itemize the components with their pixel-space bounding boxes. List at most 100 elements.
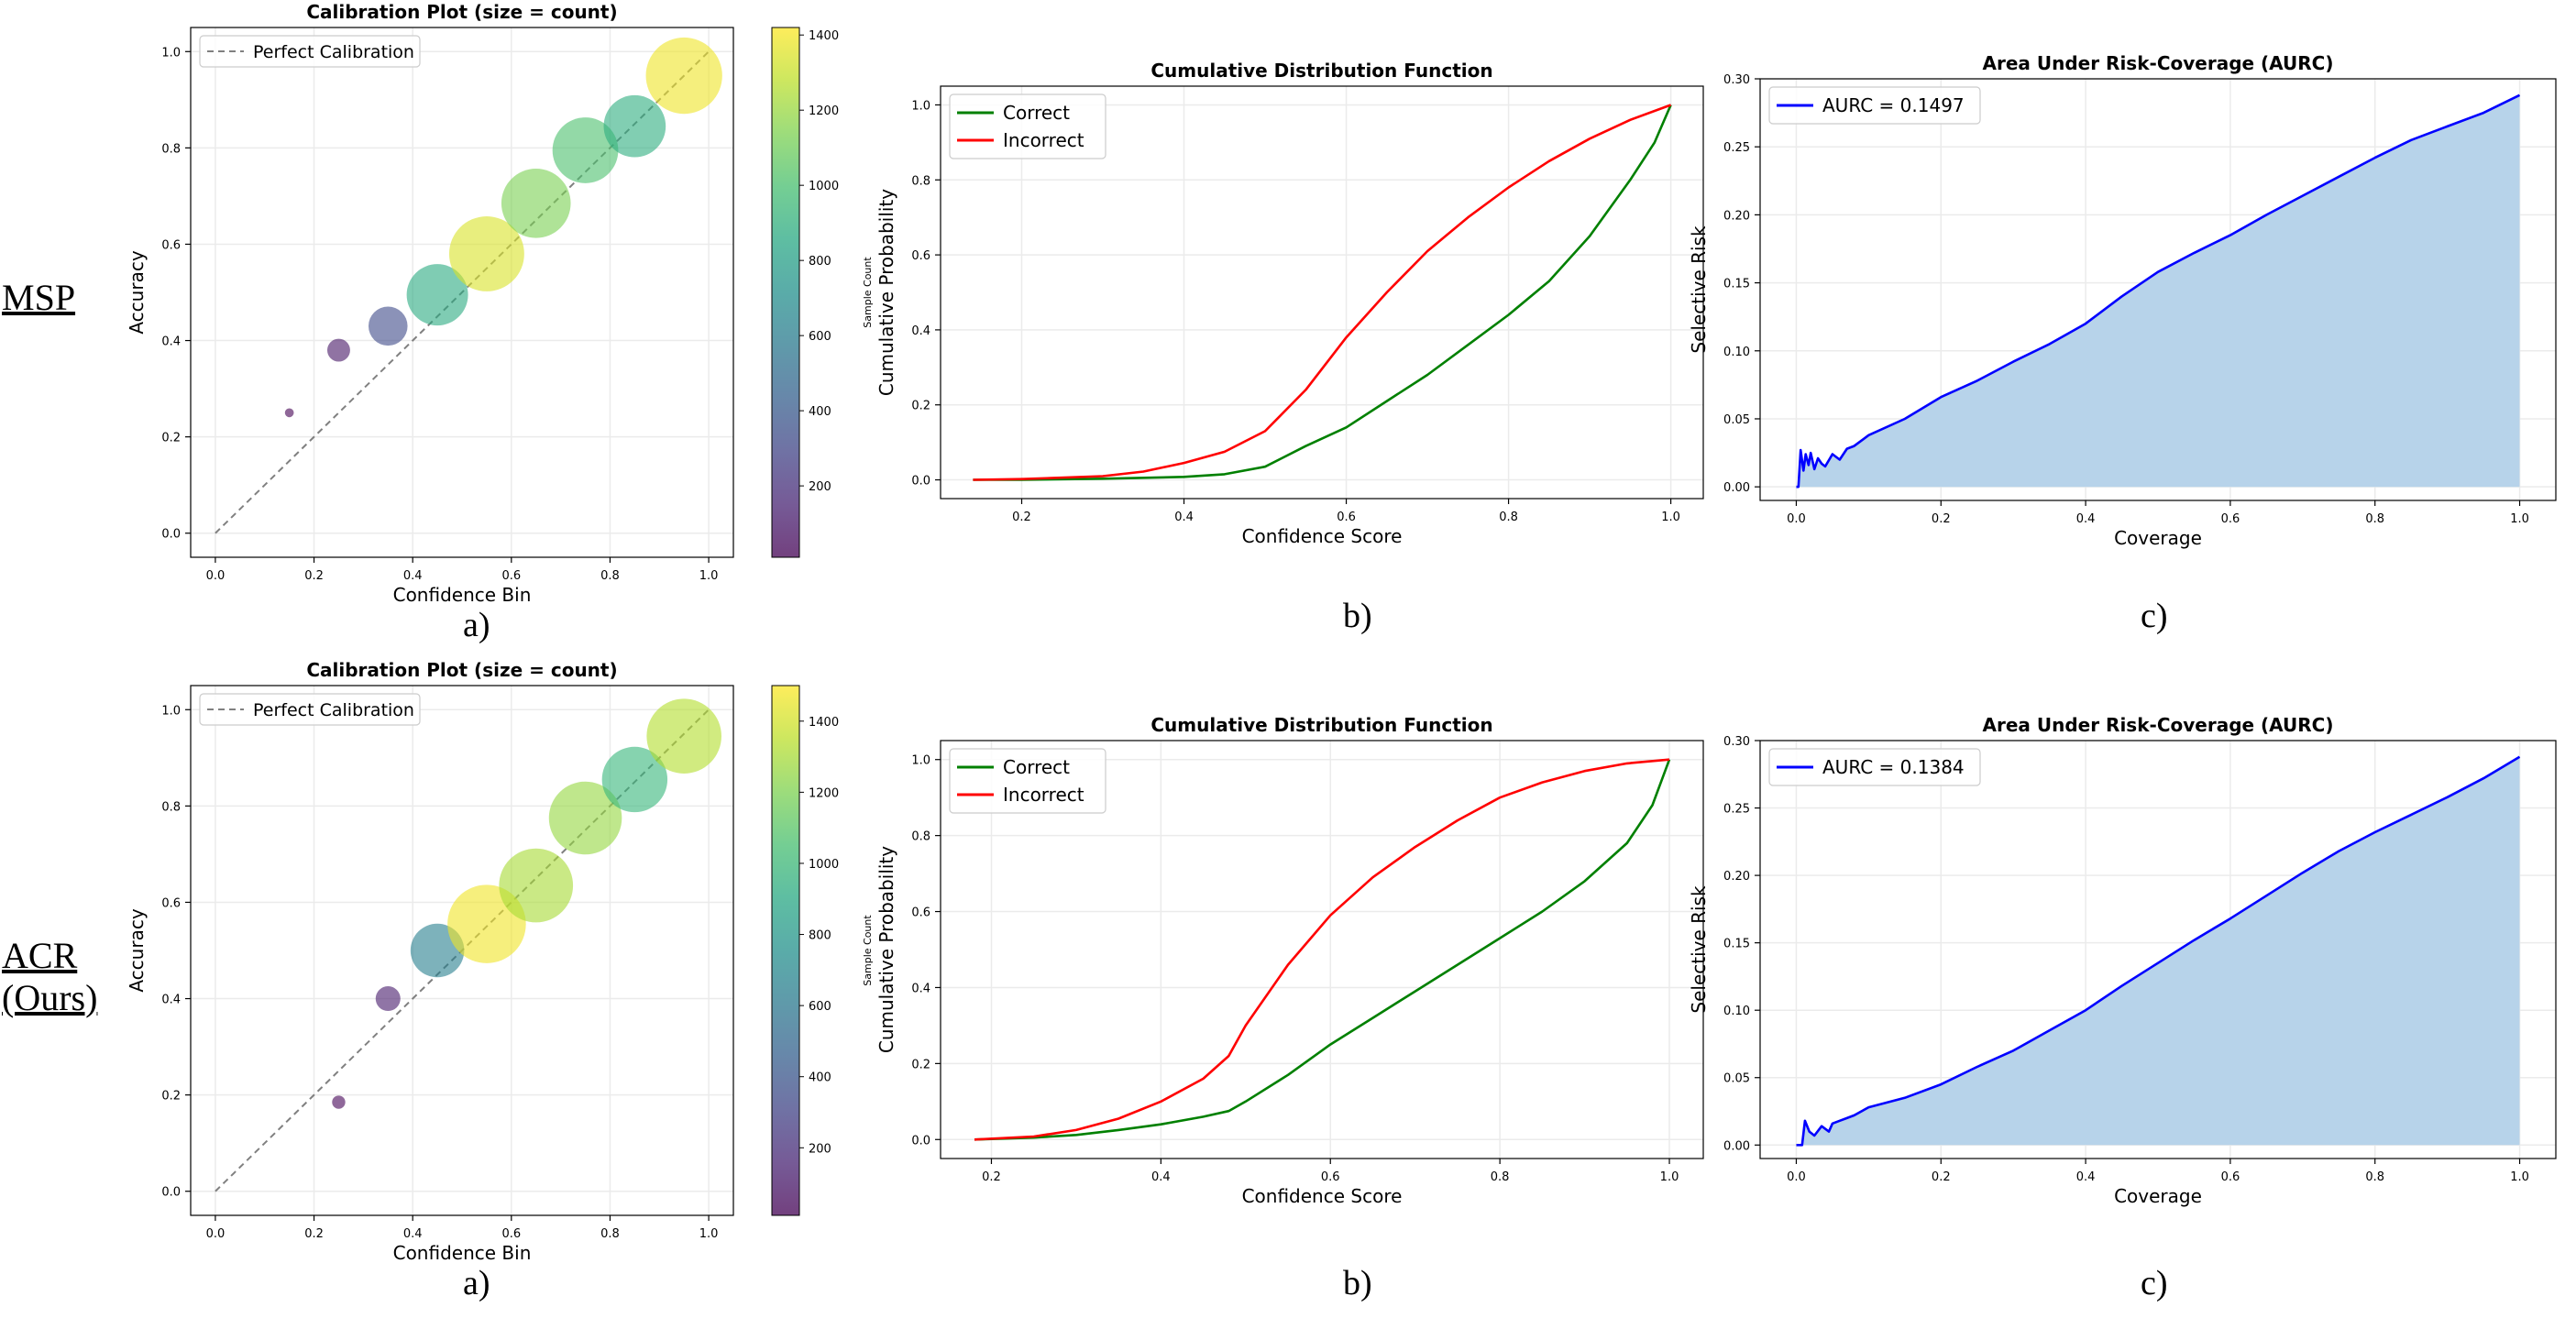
- x-tick-label: 0.2: [982, 1170, 1001, 1184]
- series-line-correct: [974, 759, 1671, 1141]
- x-tick-label: 0.8: [2365, 1170, 2384, 1184]
- chart-title: Calibration Plot (size = count): [306, 1, 617, 23]
- y-axis-label: Cumulative Probability: [875, 846, 897, 1053]
- row-label-acr-line2: (Ours): [2, 977, 98, 1018]
- chart-3: 0.0 0.2 0.4 0.6 0.8 1.0 0.0 0.2 0.4 0.6 0.8 1.0 Cali…: [126, 659, 874, 1264]
- y-tick-label: 0.4: [911, 982, 930, 995]
- x-tick-label: 0.2: [304, 1227, 324, 1241]
- legend-label-correct: Correct: [1003, 102, 1070, 124]
- colorbar-tick-label: 1400: [809, 29, 839, 43]
- plot-frame: [190, 27, 734, 558]
- x-tick-label: 0.6: [1321, 1170, 1340, 1184]
- plot-frame: [1759, 740, 2557, 1159]
- panel-label-b-bottom: b): [1343, 1264, 1372, 1302]
- y-tick-label: 0.0: [911, 1134, 930, 1148]
- chart-title: Cumulative Distribution Function: [1150, 714, 1492, 736]
- panel-label-c-bottom: c): [2141, 1264, 2168, 1302]
- y-tick-label: 0.05: [1723, 1072, 1750, 1086]
- calibration-point: [501, 168, 571, 238]
- row-label-msp-line: MSP: [2, 277, 76, 318]
- legend-label-perfect: Perfect Calibration: [253, 42, 414, 62]
- y-tick-label: 0.6: [161, 896, 181, 910]
- y-tick-label: 0.10: [1723, 346, 1750, 359]
- calibration-point: [646, 698, 721, 774]
- colorbar-label: Sample Count: [862, 915, 874, 986]
- x-axis-label: Confidence Bin: [393, 584, 532, 606]
- chart-4: 0.2 0.4 0.6 0.8 1.0 0.0 0.2 0.4 0.6 0.8 1.0 Cumulat…: [875, 714, 1704, 1207]
- y-tick-label: 0.8: [161, 800, 181, 814]
- x-tick-label: 0.6: [2221, 1170, 2240, 1184]
- chart-title: Calibration Plot (size = count): [306, 659, 617, 681]
- legend-box: [949, 748, 1106, 814]
- x-tick-label: 1.0: [699, 1227, 719, 1241]
- legend-box: [949, 93, 1106, 159]
- legend-label-aurc-0-1384: AURC = 0.1384: [1822, 756, 1965, 778]
- x-tick-label: 1.0: [1661, 511, 1680, 524]
- y-tick-label: 0.15: [1723, 278, 1750, 291]
- colorbar-tick-label: 1000: [809, 180, 839, 193]
- y-tick-label: 0.25: [1723, 141, 1750, 155]
- y-tick-label: 0.10: [1723, 1005, 1750, 1018]
- x-tick-label: 0.4: [2076, 512, 2096, 526]
- y-tick-label: 0.4: [911, 324, 930, 338]
- row-label-msp: MSP: [2, 277, 75, 319]
- series-line-incorrect: [973, 104, 1672, 481]
- panel-label-a-bottom: a): [463, 1264, 490, 1302]
- legend-box: [199, 35, 421, 68]
- series-line-aurc-0-1497: [1796, 93, 2521, 489]
- panel-label-a-top: a): [463, 606, 490, 644]
- legend-label-aurc-0-1497: AURC = 0.1497: [1822, 94, 1965, 116]
- legend-box: [1768, 748, 1981, 786]
- y-tick-label: 0.0: [911, 475, 930, 489]
- panel-label-c-top: c): [2141, 597, 2168, 635]
- legend-box: [1768, 86, 1981, 125]
- x-tick-label: 0.0: [206, 1227, 226, 1241]
- x-axis-label: Coverage: [2114, 1185, 2202, 1207]
- series-line-aurc-0-1384: [1796, 755, 2521, 1147]
- x-tick-label: 0.6: [1337, 511, 1356, 524]
- calibration-point: [601, 746, 668, 813]
- calibration-point: [406, 264, 468, 326]
- calibration-point: [375, 986, 401, 1012]
- row-label-acr: ACR (Ours): [2, 935, 97, 1019]
- x-axis-label: Confidence Score: [1242, 525, 1403, 547]
- x-tick-label: 1.0: [699, 569, 719, 583]
- x-axis-label: Confidence Bin: [393, 1242, 532, 1264]
- y-tick-label: 0.00: [1723, 481, 1750, 495]
- y-tick-label: 0.20: [1723, 870, 1750, 884]
- colorbar-label: Sample Count: [862, 257, 874, 328]
- y-tick-label: 0.2: [911, 400, 930, 413]
- calibration-point: [499, 848, 574, 923]
- calibration-point: [284, 408, 294, 418]
- x-tick-label: 0.8: [600, 1227, 620, 1241]
- y-tick-label: 0.20: [1723, 209, 1750, 223]
- calibration-point: [552, 117, 619, 183]
- y-tick-label: 0.6: [161, 238, 181, 252]
- calibration-point: [332, 1095, 346, 1109]
- legend-box: [199, 693, 421, 726]
- series-line-incorrect: [974, 758, 1670, 1141]
- x-tick-label: 0.8: [1499, 511, 1518, 524]
- x-tick-label: 0.6: [2221, 512, 2240, 526]
- x-tick-label: 0.4: [1174, 511, 1194, 524]
- x-tick-label: 0.8: [600, 569, 620, 583]
- y-tick-label: 0.15: [1723, 938, 1750, 951]
- x-tick-label: 0.0: [1787, 512, 1806, 526]
- y-tick-label: 0.00: [1723, 1139, 1750, 1153]
- y-axis-label: Accuracy: [126, 908, 148, 992]
- x-tick-label: 1.0: [2510, 1170, 2529, 1184]
- y-axis-label: Selective Risk: [1688, 225, 1710, 354]
- legend-label-incorrect: Incorrect: [1003, 784, 1084, 806]
- y-tick-label: 1.0: [911, 99, 930, 113]
- chart-2: 0.0 0.2 0.4 0.6 0.8 1.0 0.00 0.05 0.10 0.15 0.20 0.…: [1688, 52, 2557, 549]
- x-tick-label: 0.0: [1787, 1170, 1806, 1184]
- y-tick-label: 0.8: [911, 830, 930, 844]
- calibration-point: [548, 781, 622, 855]
- y-axis-label: Cumulative Probability: [875, 189, 897, 396]
- x-tick-label: 0.2: [1932, 512, 1951, 526]
- y-tick-label: 0.2: [161, 432, 181, 445]
- aurc-area: [1796, 94, 2520, 488]
- y-tick-label: 1.0: [161, 46, 181, 60]
- panel-label-b-top: b): [1343, 597, 1372, 635]
